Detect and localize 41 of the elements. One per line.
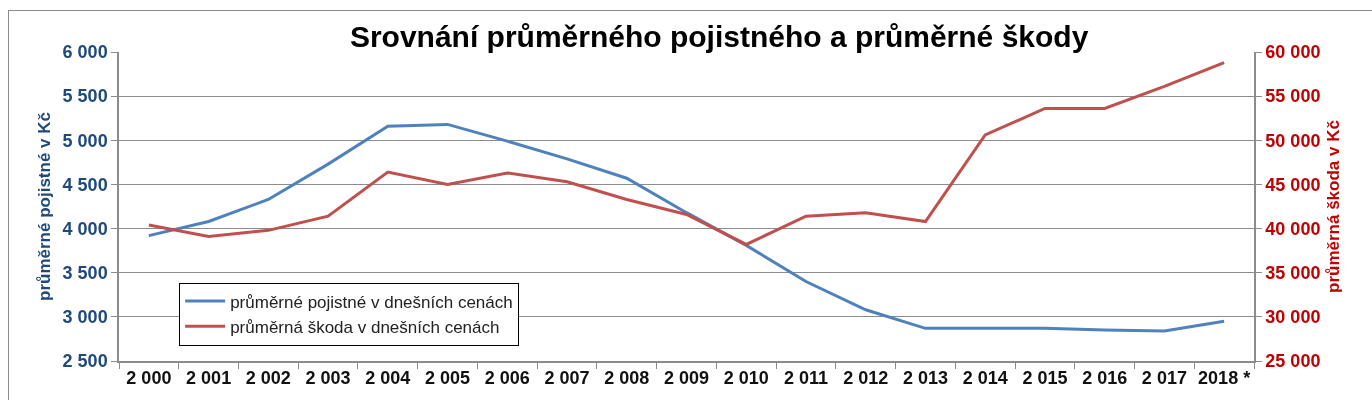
y2-axis-title: průměrná škoda v Kč [1324,120,1344,293]
x-tick-label: 2 002 [245,368,291,389]
y-axis-title: průměrné pojistné v Kč [34,112,54,301]
y-tick-label: 5 500 [62,86,108,107]
y-tick-label: 3 000 [62,307,108,328]
x-tick-label: 2 007 [544,368,590,389]
chart-title: Srovnání průměrného pojistného a průměrné škody [349,19,1089,53]
line-series [147,61,1226,246]
y2-tick-label: 40 000 [1265,218,1321,239]
y2-tick-label: 35 000 [1265,263,1321,284]
x-tick-label: 2 010 [723,368,769,389]
x-tick-label: 2 000 [126,368,172,389]
x-tick-label: 2 011 [783,368,828,389]
y-tick-label: 3 500 [62,263,108,284]
legend-label: průměrné pojistné v dnešních cenách [230,292,513,312]
x-tick-label: 2 017 [1141,368,1187,389]
y2-tick-label: 45 000 [1265,174,1321,195]
y-tick-label: 4 500 [62,174,108,195]
legend-label: průměrná škoda v dnešních cenách [230,317,500,337]
x-tick-label: 2 005 [425,368,471,389]
y2-tick-label: 50 000 [1265,130,1321,151]
y2-tick-label: 55 000 [1265,86,1321,107]
y2-tick-label: 30 000 [1265,307,1321,328]
y-tick-label: 2 500 [62,351,108,372]
x-tick-label: 2 014 [962,368,1008,389]
x-tick-label: 2 009 [663,368,710,389]
y-tick-label: 5 000 [62,130,108,151]
y-tick-label: 6 000 [62,42,108,63]
x-tick-label: 2 016 [1082,368,1128,389]
y2-tick-label: 25 000 [1265,351,1321,372]
x-tick-label: 2 001 [186,368,232,389]
y2-tick-label: 60 000 [1265,42,1321,63]
x-tick-label: 2 015 [1022,368,1068,389]
x-tick-label: 2 003 [305,368,351,389]
x-tick-label: 2 013 [902,368,948,389]
y-tick-label: 4 000 [62,218,108,239]
x-tick-label: 2018 * [1198,368,1251,389]
x-tick-label: 2 006 [484,368,530,389]
x-tick-label: 2 008 [604,368,650,389]
x-tick-label: 2 012 [843,368,889,389]
x-tick-label: 2 004 [365,368,411,389]
